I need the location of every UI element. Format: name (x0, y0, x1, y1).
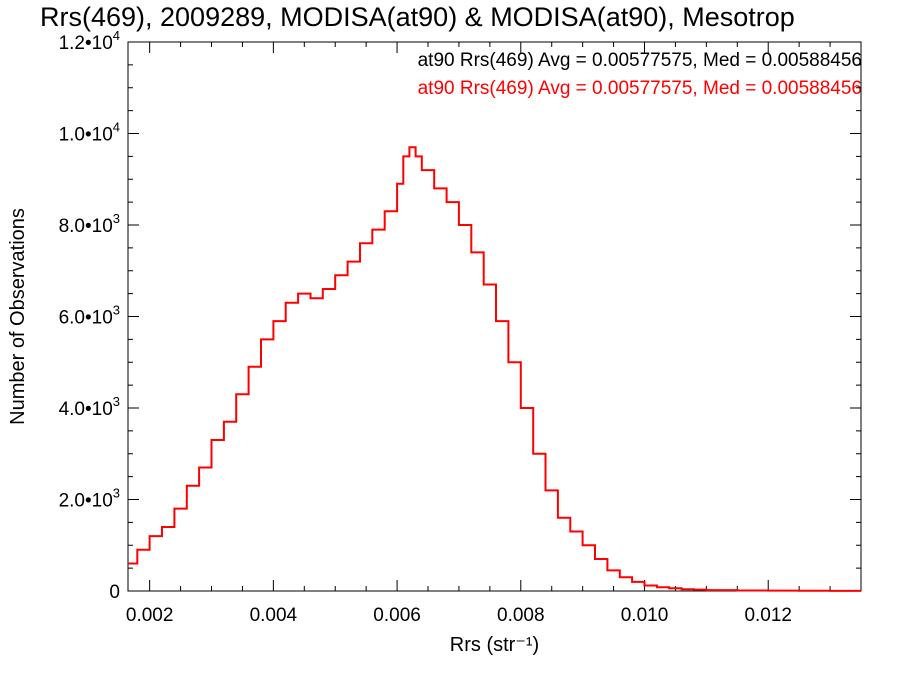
y-axis-label: Number of Observations (7, 208, 29, 425)
plot-frame (127, 41, 862, 592)
labels-layer: 0.002 0.004 0.006 0.008 0.010 0.012 0 2.0•103 4.… (7, 28, 792, 656)
y-tick-label: 4.0•103 (59, 394, 120, 420)
y-tick-label: 8.0•103 (59, 211, 120, 237)
series-layer (128, 146, 861, 592)
x-tick-label: 0.006 (373, 605, 421, 626)
axes-layer (127, 41, 862, 592)
x-tick-label: 0.002 (126, 605, 174, 626)
stats-line-red: at90 Rrs(469) Avg = 0.00577575, Med = 0.… (417, 78, 862, 99)
x-axis-label: Rrs (str⁻¹) (450, 634, 539, 656)
x-tick-label: 0.012 (744, 605, 792, 626)
x-tick-label: 0.010 (621, 605, 669, 626)
chart-title: Rrs(469), 2009289, MODISA(at90) & MODISA… (40, 2, 795, 32)
y-tick-label: 0 (109, 582, 120, 603)
stats-line-black: at90 Rrs(469) Avg = 0.00577575, Med = 0.… (417, 50, 862, 71)
y-tick-label: 1.2•104 (59, 28, 120, 54)
x-tick-label: 0.004 (250, 605, 298, 626)
y-tick-label: 6.0•103 (59, 303, 120, 329)
y-tick-label: 2.0•103 (59, 486, 120, 512)
y-tick-label: 1.0•104 (59, 120, 120, 146)
x-tick-label: 0.008 (497, 605, 545, 626)
histogram-series-line (128, 146, 861, 592)
